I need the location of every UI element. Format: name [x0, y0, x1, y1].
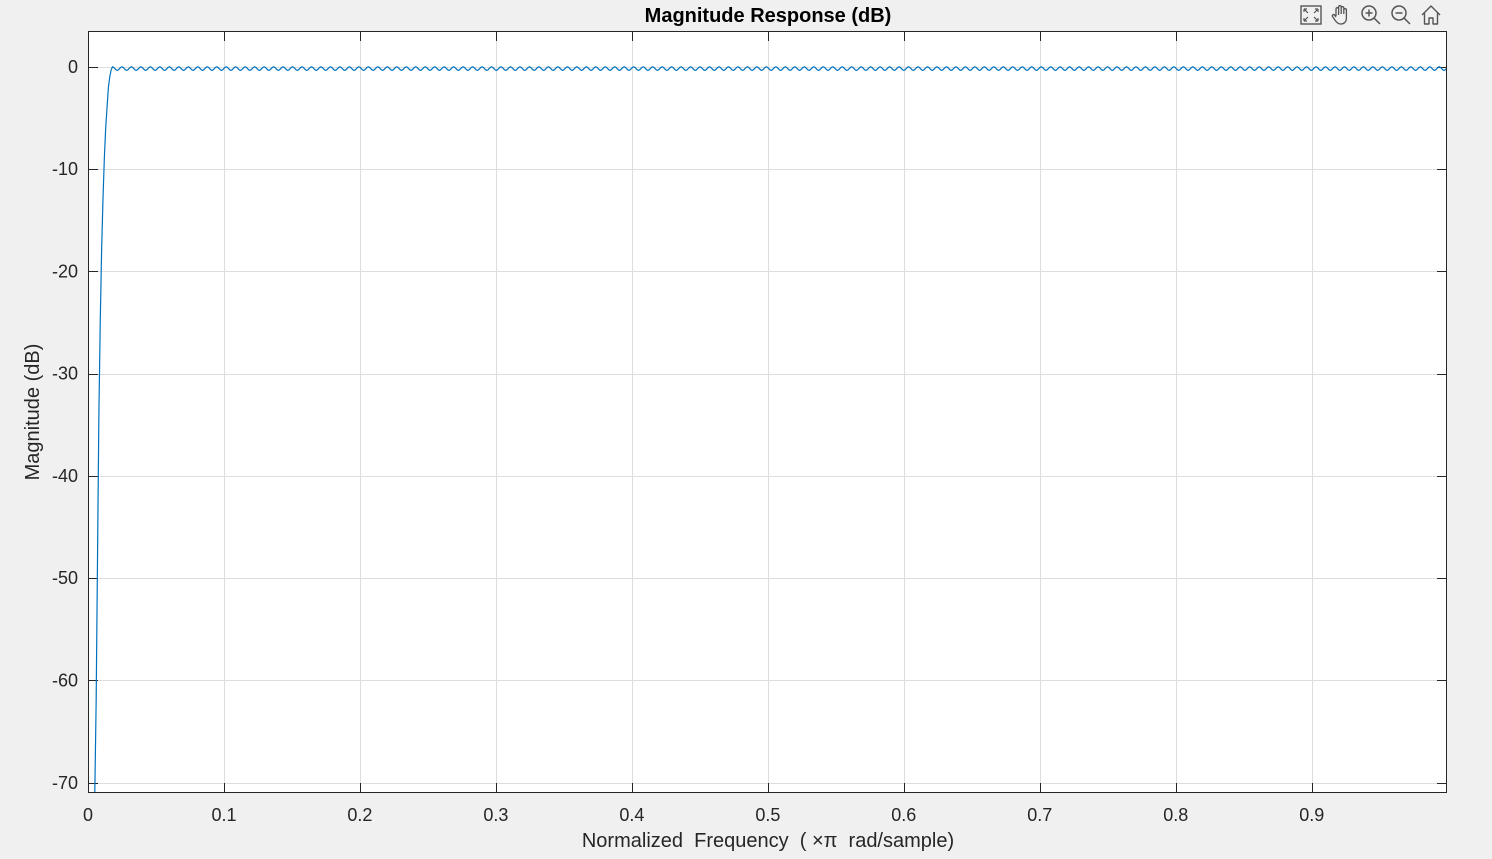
- y-tick-label: -30: [52, 364, 78, 384]
- chart-title: Magnitude Response (dB): [645, 5, 892, 27]
- axes-background: [88, 31, 1447, 793]
- axes-toolbar: [1298, 2, 1444, 28]
- home-icon[interactable]: [1418, 2, 1444, 28]
- y-tick-label: -70: [52, 773, 78, 793]
- zoom-in-icon[interactable]: [1358, 2, 1384, 28]
- y-tick-label: -50: [52, 568, 78, 588]
- zoom-out-icon[interactable]: [1388, 2, 1414, 28]
- y-axis-label: Magnitude (dB): [22, 344, 44, 481]
- x-tick-label: 0.3: [483, 805, 508, 825]
- y-tick-label: -40: [52, 466, 78, 486]
- x-tick-label: 0.5: [755, 805, 780, 825]
- x-tick-labels: 0 0.1 0.2 0.3 0.4 0.5 0.6 0.7 0.8 0.9: [83, 805, 1324, 825]
- pan-hand-icon[interactable]: [1328, 2, 1354, 28]
- x-tick-label: 0.4: [619, 805, 644, 825]
- axes-box: [88, 31, 1447, 793]
- grid-lines: [88, 31, 1447, 793]
- y-tick-label: -60: [52, 670, 78, 690]
- x-tick-label: 0.1: [211, 805, 236, 825]
- magnitude-response-line: [94, 66, 1447, 794]
- restore-view-icon[interactable]: [1298, 2, 1324, 28]
- x-axis-label: Normalized Frequency ( ×π rad/sample): [582, 830, 954, 852]
- y-tick-label: 0: [68, 57, 78, 77]
- x-tick-label: 0.7: [1027, 805, 1052, 825]
- x-tick-label: 0.8: [1163, 805, 1188, 825]
- y-tick-labels: 0 -10 -20 -30 -40 -50 -60 -70: [52, 57, 78, 793]
- x-tick-label: 0.9: [1299, 805, 1324, 825]
- y-tick-label: -10: [52, 159, 78, 179]
- x-tick-label: 0.6: [891, 805, 916, 825]
- y-tick-label: -20: [52, 261, 78, 281]
- x-tick-label: 0.2: [347, 805, 372, 825]
- x-tick-label: 0: [83, 805, 93, 825]
